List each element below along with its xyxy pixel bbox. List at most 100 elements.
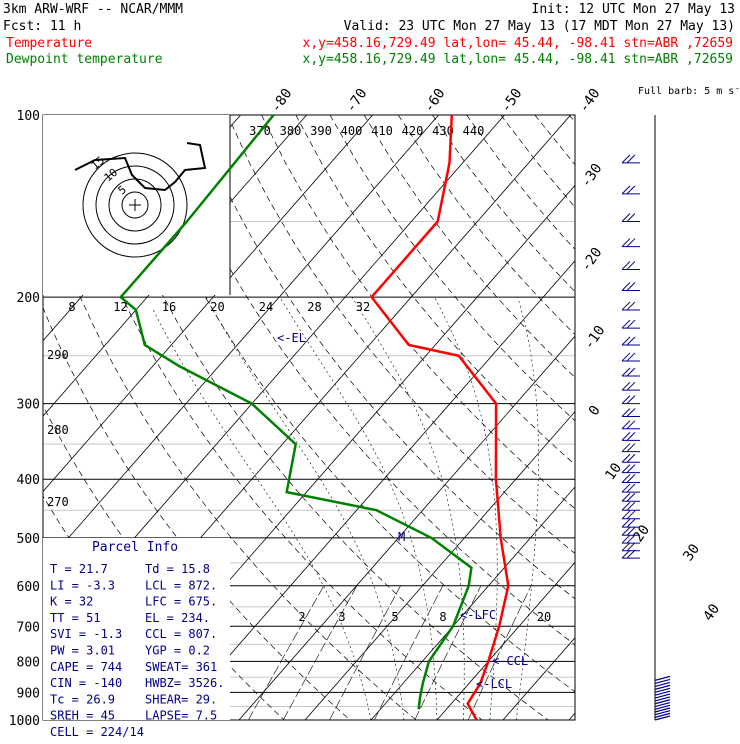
mixing-ratio-line	[374, 586, 442, 720]
isotherm-tick-label: -10	[581, 323, 609, 353]
pressure-tick-label: 300	[17, 398, 40, 413]
knots-tick-label: 20	[210, 300, 224, 314]
knots-tick-label: 24	[259, 300, 273, 314]
isotherm-tick-label: -70	[343, 86, 371, 116]
level-annotations: <-EL <-LFC <-CCL <-LCL M	[277, 331, 528, 691]
isotherm-line	[173, 115, 703, 720]
theta-tick-label: 380	[280, 124, 302, 138]
theta-tick-label: 400	[341, 124, 363, 138]
parcel-info-label: SVI = -1.3	[50, 627, 122, 641]
isotherm-line	[239, 115, 740, 720]
parcel-info-label: TT = 51	[50, 611, 101, 625]
dry-adiabat-line	[193, 115, 740, 720]
init-time: Init: 12 UTC Mon 27 May 13	[532, 2, 736, 17]
model-title: 3km ARW-WRF -- NCAR/MMM	[3, 2, 183, 17]
level-annotation: <-EL	[277, 331, 306, 345]
mixing-ratio-line	[248, 586, 323, 720]
dry-adiabat-line	[364, 115, 740, 720]
pressure-tick-label: 900	[17, 686, 40, 701]
pressure-tick-label: 700	[17, 620, 40, 635]
parcel-info-value: LAPSE= 7.5	[145, 709, 217, 723]
dry-adiabat-line	[262, 115, 740, 720]
isotherm-line	[503, 115, 740, 720]
pressure-tick-label: 500	[17, 532, 40, 547]
theta-tick-label: 420	[402, 124, 424, 138]
low-theta-label: 280	[47, 423, 69, 437]
dry-adiabat-line	[603, 115, 740, 720]
forecast-hour: Fcst: 11 h	[3, 19, 81, 34]
parcel-info-value: SWEAT= 361	[145, 660, 217, 674]
isotherm-tick-label: 30	[680, 541, 703, 564]
low-theta-label: 290	[47, 348, 69, 362]
level-annotation: M	[398, 530, 405, 544]
pressure-tick-label: 400	[17, 473, 40, 488]
isotherm-tick-label: -80	[268, 86, 296, 116]
parcel-info-value: Td = 15.8	[145, 562, 210, 576]
legend-dewpoint: Dewpoint temperature	[6, 52, 163, 67]
parcel-info-label: T = 21.7	[50, 562, 108, 576]
isotherm-line	[635, 115, 740, 720]
mixing-ratio-label: 20	[537, 610, 551, 624]
parcel-info-value: EL = 234.	[145, 611, 210, 625]
parcel-info-label: CAPE = 744	[50, 660, 122, 674]
header: 3km ARW-WRF -- NCAR/MMM Init: 12 UTC Mon…	[3, 2, 735, 67]
knots-tick-label: 28	[307, 300, 321, 314]
parcel-info-label: CELL = 224/14	[50, 725, 144, 739]
knots-tick-label: 32	[356, 300, 370, 314]
mixing-ratio-label: 5	[391, 610, 398, 624]
temperature-profile-line	[372, 115, 509, 720]
parcel-info-value: YGP = 0.2	[145, 644, 210, 658]
parcel-info-label: SREH = 45	[50, 709, 115, 723]
mixing-ratio-label: 3	[338, 610, 345, 624]
parcel-info-value: LCL = 872.	[145, 578, 217, 592]
legend-temperature-info: x,y=458.16,729.49 lat,lon= 45.44, -98.41…	[303, 36, 733, 51]
valid-time: Valid: 23 UTC Mon 27 May 13 (17 MDT Mon …	[344, 19, 735, 34]
dry-adiabat-line	[330, 115, 740, 720]
theta-tick-label: 390	[310, 124, 332, 138]
isotherm-line	[701, 115, 740, 720]
pressure-tick-label: 1000	[9, 714, 40, 729]
dry-adiabat-line	[159, 115, 680, 720]
dry-adiabat-line	[432, 115, 740, 720]
parcel-info-value: LFC = 675.	[145, 595, 217, 609]
knots-tick-label: 8	[68, 300, 75, 314]
parcel-info-label: CIN = -140	[50, 676, 122, 690]
mixing-ratio-label: 2	[298, 610, 305, 624]
level-annotation: <-LCL	[476, 677, 512, 691]
legend-temperature: Temperature	[6, 36, 92, 51]
knots-tick-label: 16	[162, 300, 176, 314]
isotherm-tick-label: -40	[576, 86, 604, 116]
low-theta-label: 270	[47, 495, 69, 509]
isotherm-line	[371, 115, 740, 720]
level-annotation: <-LFC	[460, 608, 496, 622]
parcel-info-value: SHEAR= 29.	[145, 692, 217, 706]
pressure-tick-label: 100	[17, 109, 40, 124]
pressure-tick-label: 600	[17, 580, 40, 595]
isotherm-tick-label: 0	[586, 403, 604, 419]
wind-barbs: Full barb: 5 m s⁻¹	[622, 86, 740, 720]
isotherm-line	[437, 115, 740, 720]
level-annotation: <-CCL	[492, 654, 528, 668]
pressure-tick-label: 800	[17, 655, 40, 670]
isotherm-tick-label: -50	[498, 86, 526, 116]
isotherm-tick-label: 10	[602, 460, 625, 483]
parcel-info-label: K = 32	[50, 595, 93, 609]
isotherm-tick-label: -20	[578, 245, 606, 275]
parcel-info-label: LI = -3.3	[50, 578, 115, 592]
isotherm-tick-label: 20	[630, 522, 653, 545]
isotherm-tick-label: -30	[578, 161, 606, 191]
mixing-ratio-label: 8	[439, 610, 446, 624]
dry-adiabat-line	[467, 115, 740, 720]
dry-adiabat-line	[296, 115, 740, 720]
wind-barb-legend: Full barb: 5 m s⁻¹	[638, 86, 740, 97]
dry-adiabat-line	[535, 115, 740, 720]
parcel-info-label: Tc = 26.9	[50, 692, 115, 706]
isotherm-tick-label: -60	[421, 86, 449, 116]
theta-tick-label: 440	[463, 124, 485, 138]
legend-dewpoint-info: x,y=458.16,729.49 lat,lon= 45.44, -98.41…	[303, 52, 733, 67]
pressure-tick-label: 200	[17, 291, 40, 306]
